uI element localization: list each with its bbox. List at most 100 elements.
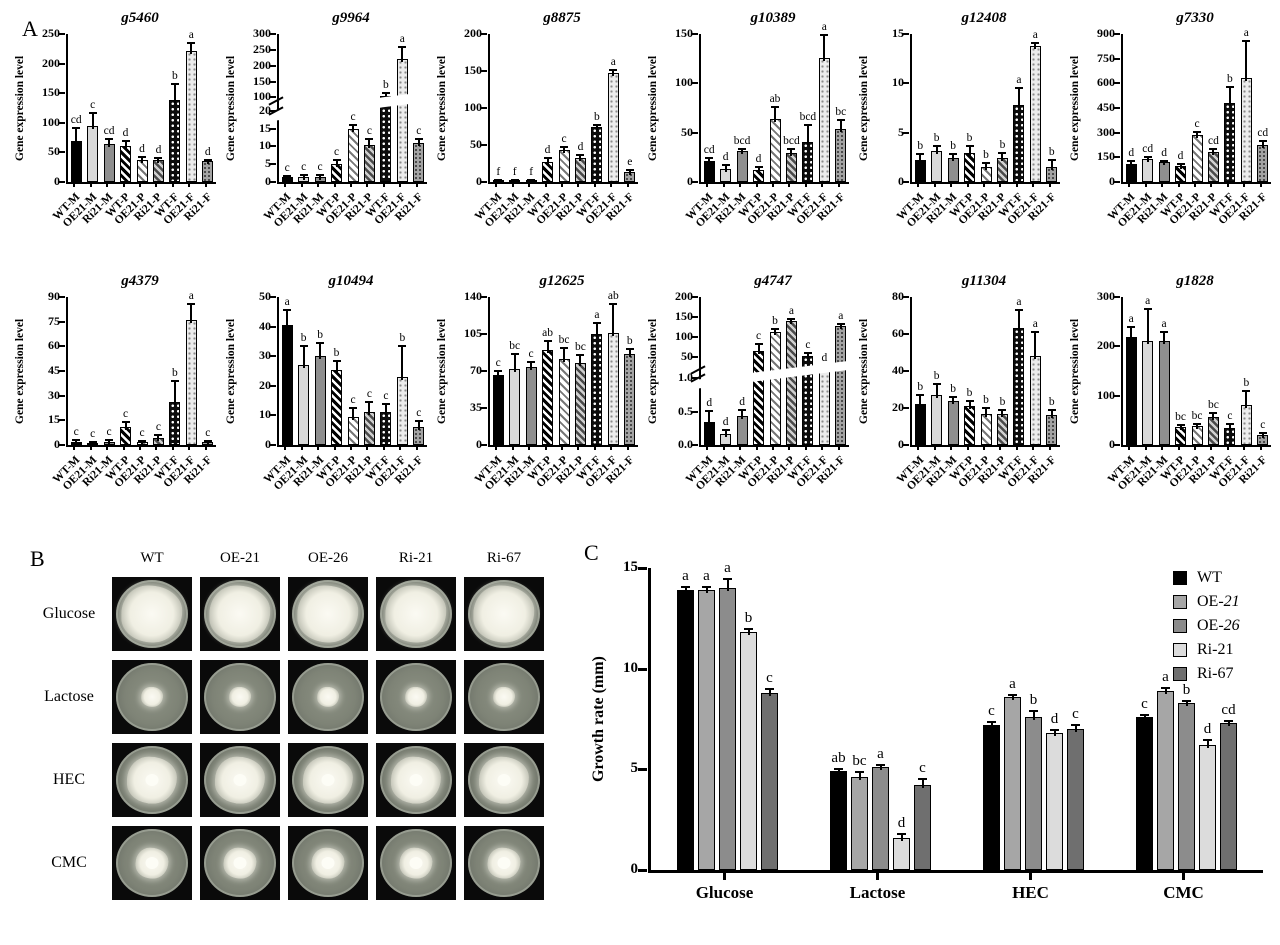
error-bar	[190, 303, 193, 324]
error-bar	[1196, 424, 1198, 430]
x-tick-mark	[495, 445, 498, 450]
bar-OE-21-Glucose	[698, 590, 715, 870]
x-tick-mark	[1243, 182, 1246, 187]
error-bar	[839, 324, 842, 330]
sig-letter: a	[1032, 318, 1038, 331]
legend-label: Ri-67	[1197, 665, 1234, 682]
error-bar	[384, 92, 387, 99]
error-bar-cap	[414, 420, 423, 423]
error-bar	[75, 127, 78, 144]
error-bar-cap	[332, 359, 341, 362]
sig-letter: b	[933, 369, 940, 382]
bar-Ri21-F	[835, 128, 847, 182]
error-bar-cap	[855, 771, 864, 774]
y-tick-label: 30	[259, 348, 271, 363]
y-tick-mark	[58, 181, 65, 183]
colony-center-dot	[233, 857, 247, 869]
y-tick-label: 0	[687, 174, 693, 188]
error-bar	[91, 441, 94, 445]
error-bar	[1130, 326, 1133, 341]
error-bar-cap	[897, 832, 906, 835]
error-bar-cap	[510, 179, 519, 182]
x-tick-mark	[788, 182, 791, 187]
sig-letter: a	[788, 304, 794, 317]
chart-g10389: g10389 Gene expression level cd d bcd d ab bcd b…	[643, 6, 854, 269]
bar-Ri21-F	[624, 354, 636, 445]
error-bar-cap	[932, 145, 941, 148]
bar-Ri-21-CMC	[1199, 745, 1216, 870]
sig-letter: c	[350, 111, 356, 124]
bar-WT-M	[914, 160, 926, 182]
bar-WT-F	[169, 402, 181, 445]
x-tick-mark	[626, 182, 629, 187]
sig-letter: c	[122, 407, 129, 420]
error-bar	[190, 43, 193, 54]
x-tick-mark	[804, 182, 807, 187]
y-tick-label: 900	[1097, 26, 1115, 40]
y-tick-mark	[269, 145, 276, 148]
error-bar-cap	[1127, 160, 1136, 163]
error-bar	[1001, 153, 1004, 162]
error-bar-cap	[203, 158, 212, 161]
error-bar	[1146, 157, 1149, 162]
y-tick-mark	[269, 64, 276, 67]
sig-letter: c	[416, 125, 422, 138]
y-tick-mark	[638, 768, 647, 772]
error-bar-cap	[381, 402, 390, 405]
column-header-WT: WT	[140, 550, 164, 566]
x-tick-mark	[284, 445, 287, 450]
x-tick-mark	[1182, 873, 1185, 880]
error-bar	[206, 440, 209, 445]
error-bar	[790, 149, 793, 157]
y-tick-label: 450	[1097, 100, 1115, 114]
bar-Ri21-F	[1046, 415, 1058, 445]
plot-area: c bc c ab bc bc a ab b	[488, 290, 638, 447]
error-bar	[1245, 390, 1248, 408]
x-tick-mark	[544, 445, 547, 450]
error-bar	[858, 772, 861, 781]
bar-OE21-F	[607, 332, 619, 445]
error-bar	[684, 587, 687, 594]
error-bar	[1143, 715, 1146, 720]
error-bar-cap	[510, 353, 519, 356]
bar-OE21-P	[769, 332, 781, 445]
error-bar-cap	[527, 179, 536, 182]
fungal-colony	[385, 585, 447, 643]
sig-letter: b	[999, 395, 1006, 408]
legend-label: OE-21	[1197, 593, 1240, 610]
y-tick-label: 200	[675, 289, 693, 303]
error-bar	[1164, 687, 1167, 694]
error-bar	[319, 342, 322, 360]
plot-area: a a a b c ab bc a d c c a b d c c a b d cd	[648, 561, 1263, 873]
error-bar-cap	[998, 152, 1007, 155]
sig-letter: cd	[70, 113, 82, 126]
error-bar	[708, 411, 711, 425]
bar-Ri21-M	[736, 416, 748, 445]
fungal-colony	[121, 585, 183, 643]
error-bar-cap	[1225, 86, 1234, 89]
error-bar	[985, 163, 987, 171]
y-tick-label: 10	[892, 75, 904, 90]
y-tick-label: 0	[630, 861, 639, 877]
error-bar-cap	[316, 174, 325, 177]
sig-letter: cd	[703, 144, 715, 157]
sig-letter: d	[1177, 149, 1184, 162]
error-bar-cap	[1209, 148, 1218, 151]
sig-letter: b	[917, 140, 924, 153]
error-bar-cap	[705, 157, 714, 160]
x-tick-mark	[122, 445, 125, 450]
x-tick-mark	[821, 182, 824, 187]
x-tick-mark	[788, 445, 791, 450]
bar-Ri-67-CMC	[1220, 723, 1237, 870]
error-bar-cap	[105, 138, 114, 141]
bar-Ri-67-HEC	[1067, 729, 1084, 870]
sig-letter: cd	[1221, 702, 1236, 719]
error-bar-cap	[705, 410, 714, 413]
x-tick-mark	[950, 182, 953, 187]
petri-dish-photo-CMC-OE-21	[200, 826, 280, 900]
y-tick-label: 150	[253, 73, 271, 88]
petri-dish-photo-CMC-Ri-67	[464, 826, 544, 900]
sig-letter: b	[983, 149, 989, 162]
